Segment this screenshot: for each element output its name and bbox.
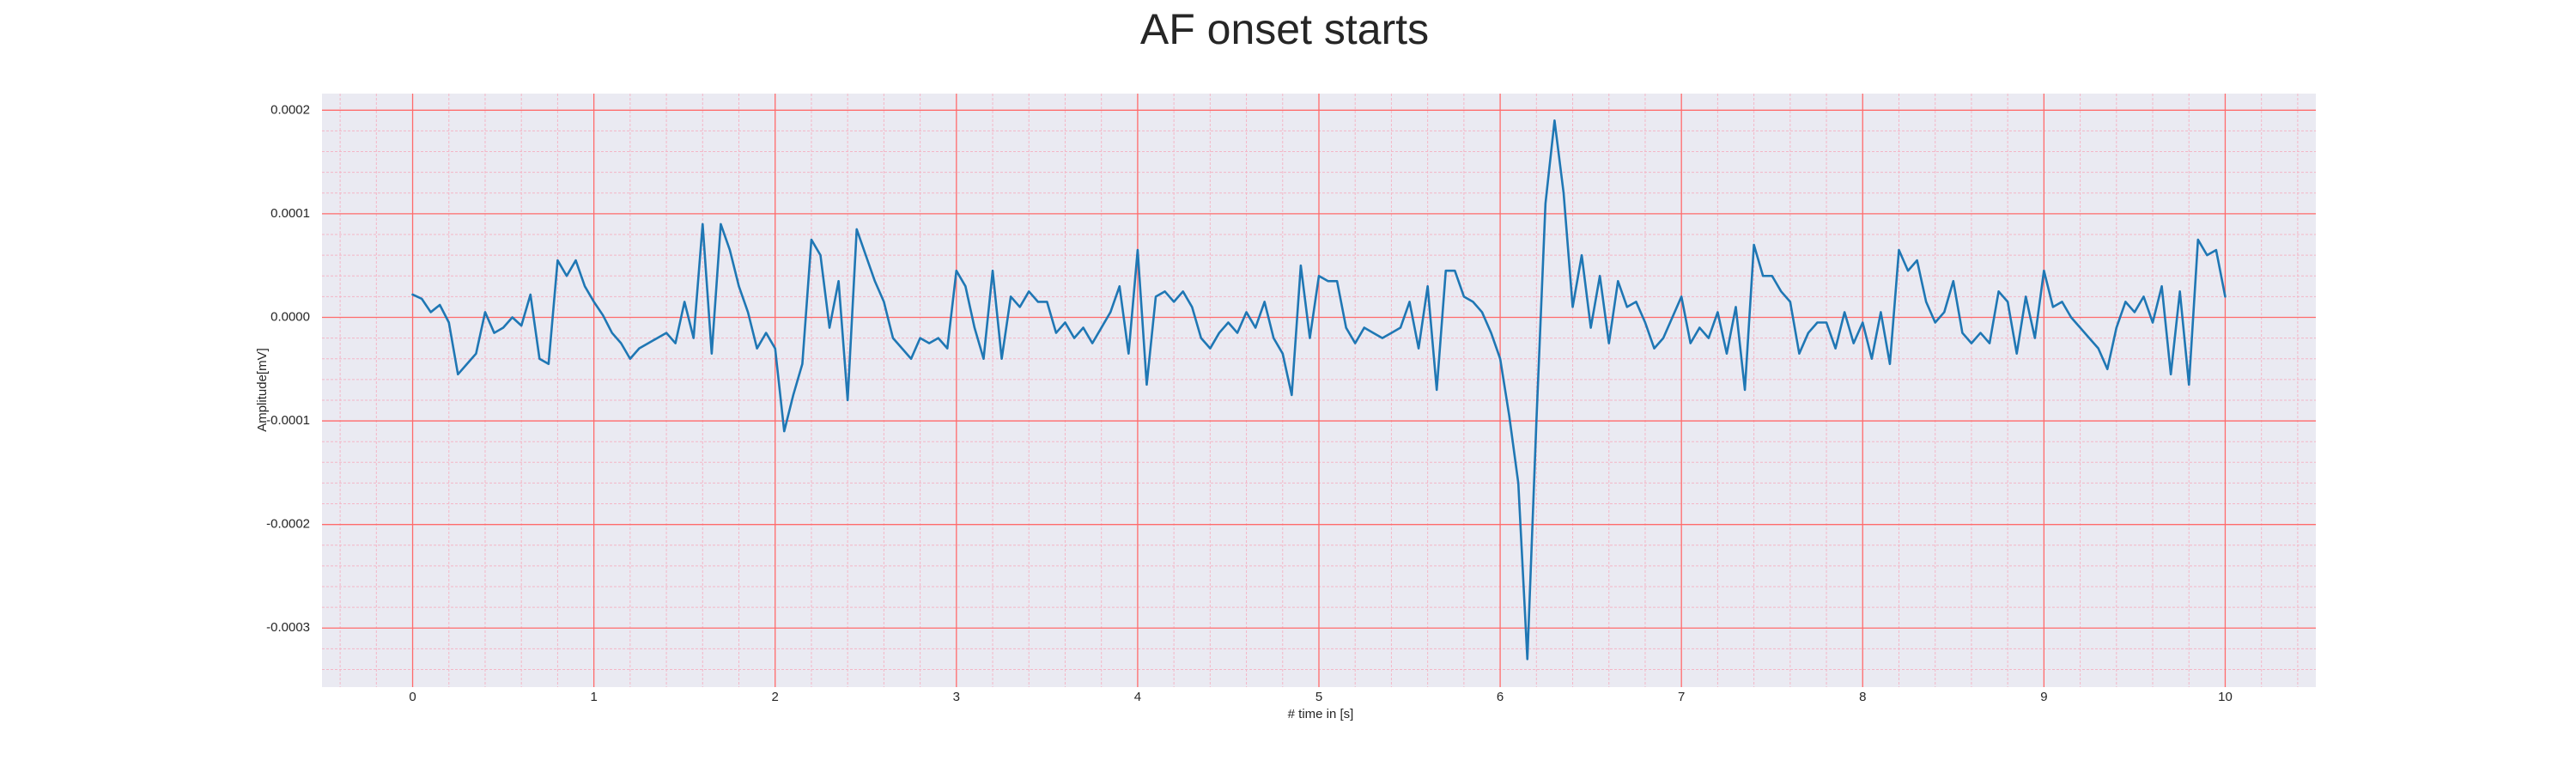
x-tick-label: 3: [953, 690, 960, 704]
x-axis-label: # time in [s]: [1288, 707, 1354, 721]
x-tick-label: 4: [1134, 690, 1141, 704]
x-tick-label: 2: [772, 690, 779, 704]
x-tick-label: 0: [409, 690, 416, 704]
y-tick-label: -0.0001: [266, 413, 310, 428]
x-tick-label: 6: [1497, 690, 1504, 704]
y-tick-label: 0.0000: [270, 309, 310, 324]
y-axis-label: Amplitude[mV]: [255, 348, 270, 432]
y-tick-label: -0.0003: [266, 620, 310, 635]
x-tick-label: 1: [590, 690, 597, 704]
x-tick-label: 10: [2218, 690, 2233, 704]
x-tick-label: 7: [1678, 690, 1685, 704]
x-tick-label: 8: [1859, 690, 1866, 704]
y-tick-label: 0.0001: [270, 206, 310, 221]
x-tick-label: 9: [2040, 690, 2047, 704]
x-tick-label: 5: [1315, 690, 1322, 704]
y-tick-label: 0.0002: [270, 102, 310, 117]
y-tick-label: -0.0002: [266, 517, 310, 532]
chart-title: AF onset starts: [1140, 5, 1429, 53]
signal-line: [411, 119, 2227, 660]
